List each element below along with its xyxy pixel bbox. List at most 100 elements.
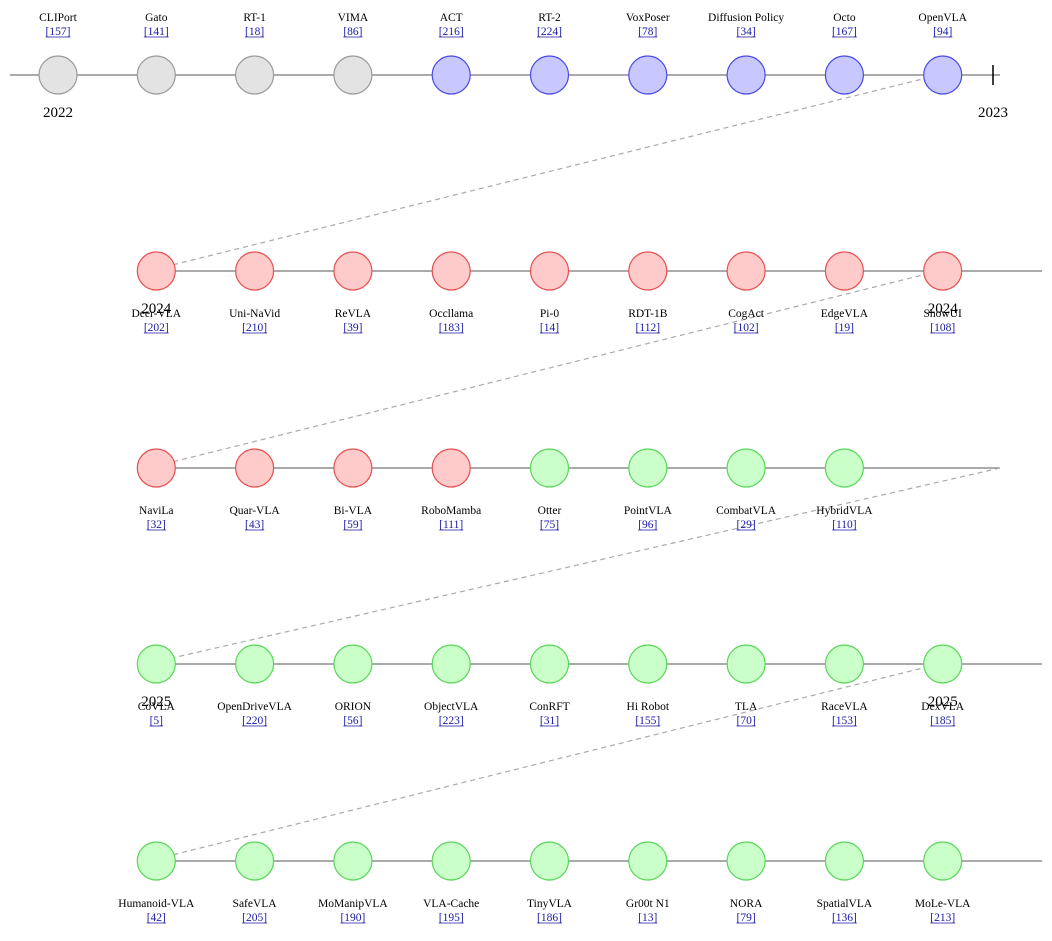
model-name: Deer-VLA bbox=[132, 308, 182, 320]
model-node: Humanoid-VLA [42] bbox=[118, 841, 195, 924]
citation-link[interactable]: [195] bbox=[439, 912, 464, 924]
model-node: NaviLa [32] bbox=[136, 448, 176, 531]
model-name: OpenVLA bbox=[918, 12, 967, 24]
model-name: DexVLA bbox=[921, 701, 964, 713]
citation-link[interactable]: [210] bbox=[242, 322, 267, 334]
citation-link[interactable]: [70] bbox=[737, 715, 756, 727]
model-node: Deer-VLA [202] bbox=[132, 251, 182, 334]
citation-link[interactable]: [185] bbox=[930, 715, 955, 727]
model-node-circle bbox=[333, 841, 373, 881]
citation-link[interactable]: [155] bbox=[635, 715, 660, 727]
citation-link[interactable]: [34] bbox=[737, 26, 756, 38]
model-name: CogAct bbox=[728, 308, 765, 320]
citation-link[interactable]: [78] bbox=[638, 26, 657, 38]
model-node: Uni-NaVid [210] bbox=[229, 251, 280, 334]
citation-link[interactable]: [223] bbox=[439, 715, 464, 727]
model-name: RaceVLA bbox=[821, 701, 868, 713]
model-name: ShowUI bbox=[924, 308, 963, 320]
model-node: DexVLA [185] bbox=[921, 644, 965, 727]
citation-link[interactable]: [102] bbox=[734, 322, 759, 334]
citation-link[interactable]: [216] bbox=[439, 26, 464, 38]
model-name: TinyVLA bbox=[527, 898, 573, 910]
model-node: PointVLA [96] bbox=[624, 448, 672, 531]
citation-link[interactable]: [29] bbox=[737, 519, 756, 531]
model-node-circle bbox=[628, 841, 668, 881]
citation-link[interactable]: [94] bbox=[933, 26, 952, 38]
model-node: CogAct [102] bbox=[726, 251, 766, 334]
model-node: OpenVLA [94] bbox=[918, 12, 968, 95]
citation-link[interactable]: [18] bbox=[245, 26, 264, 38]
model-node: ORION [56] bbox=[333, 644, 373, 727]
year-label: 2024 bbox=[928, 301, 959, 317]
model-node: CoVLA [5] bbox=[136, 644, 176, 727]
citation-link[interactable]: [190] bbox=[340, 912, 365, 924]
model-node: ConRFT [31] bbox=[529, 644, 570, 727]
model-node: VIMA [86] bbox=[333, 12, 373, 95]
model-node-circle bbox=[628, 644, 668, 684]
citation-link[interactable]: [79] bbox=[737, 912, 756, 924]
model-node-circle bbox=[824, 251, 865, 291]
citation-link[interactable]: [205] bbox=[242, 912, 267, 924]
model-node: ACT [216] bbox=[431, 12, 471, 95]
citation-link[interactable]: [220] bbox=[242, 715, 267, 727]
citation-link[interactable]: [43] bbox=[245, 519, 264, 531]
row-connector-dashed bbox=[172, 72, 947, 266]
citation-link[interactable]: [59] bbox=[343, 519, 362, 531]
citation-link[interactable]: [96] bbox=[638, 519, 657, 531]
citation-link[interactable]: [111] bbox=[439, 519, 463, 531]
citation-link[interactable]: [5] bbox=[150, 715, 163, 727]
model-node-circle bbox=[726, 448, 766, 488]
model-name: ConRFT bbox=[529, 701, 569, 713]
model-name: RDT-1B bbox=[628, 308, 668, 320]
citation-link[interactable]: [110] bbox=[832, 519, 856, 531]
citation-link[interactable]: [86] bbox=[343, 26, 362, 38]
model-node: Hi Robot [155] bbox=[627, 644, 670, 727]
citation-link[interactable]: [108] bbox=[930, 322, 955, 334]
citation-link[interactable]: [213] bbox=[930, 912, 955, 924]
citation-link[interactable]: [42] bbox=[147, 912, 166, 924]
model-name: Diffusion Policy bbox=[708, 12, 784, 24]
citation-link[interactable]: [56] bbox=[343, 715, 362, 727]
model-node-circle bbox=[333, 644, 373, 684]
citation-link[interactable]: [153] bbox=[832, 715, 857, 727]
citation-link[interactable]: [32] bbox=[147, 519, 166, 531]
citation-link[interactable]: [75] bbox=[540, 519, 559, 531]
model-node: Quar-VLA [43] bbox=[229, 448, 280, 531]
model-node-circle bbox=[923, 644, 963, 684]
model-node-circle bbox=[136, 644, 176, 684]
model-name: Bi-VLA bbox=[334, 505, 373, 517]
model-node-circle bbox=[136, 448, 176, 488]
citation-link[interactable]: [14] bbox=[540, 322, 559, 334]
model-name: SafeVLA bbox=[233, 898, 278, 910]
row-connector-dashed bbox=[172, 661, 947, 856]
citation-link[interactable]: [141] bbox=[144, 26, 169, 38]
model-node-circle bbox=[333, 251, 373, 291]
model-name: TLA bbox=[735, 701, 758, 713]
citation-link[interactable]: [157] bbox=[46, 26, 71, 38]
citation-link[interactable]: [39] bbox=[343, 322, 362, 334]
citation-link[interactable]: [13] bbox=[638, 912, 657, 924]
model-node: Bi-VLA [59] bbox=[333, 448, 373, 531]
citation-link[interactable]: [183] bbox=[439, 322, 464, 334]
model-name: Octo bbox=[833, 12, 856, 24]
model-node: RDT-1B [112] bbox=[628, 251, 668, 334]
citation-link[interactable]: [112] bbox=[636, 322, 660, 334]
citation-link[interactable]: [19] bbox=[835, 322, 854, 334]
citation-link[interactable]: [202] bbox=[144, 322, 169, 334]
model-node-circle bbox=[726, 55, 766, 95]
citation-link[interactable]: [31] bbox=[540, 715, 559, 727]
citation-link[interactable]: [136] bbox=[832, 912, 857, 924]
model-name: Quar-VLA bbox=[229, 505, 280, 517]
model-node-circle bbox=[235, 251, 275, 291]
citation-link[interactable]: [186] bbox=[537, 912, 562, 924]
model-node: NORA [79] bbox=[726, 841, 766, 924]
citation-link[interactable]: [224] bbox=[537, 26, 562, 38]
model-name: Occllama bbox=[429, 308, 473, 320]
model-node-circle bbox=[923, 55, 963, 95]
model-node-circle bbox=[529, 251, 570, 291]
citation-link[interactable]: [167] bbox=[832, 26, 857, 38]
model-node-circle bbox=[529, 644, 570, 684]
model-node-circle bbox=[235, 55, 275, 95]
model-name: VoxPoser bbox=[626, 12, 670, 24]
model-node-circle bbox=[824, 55, 865, 95]
